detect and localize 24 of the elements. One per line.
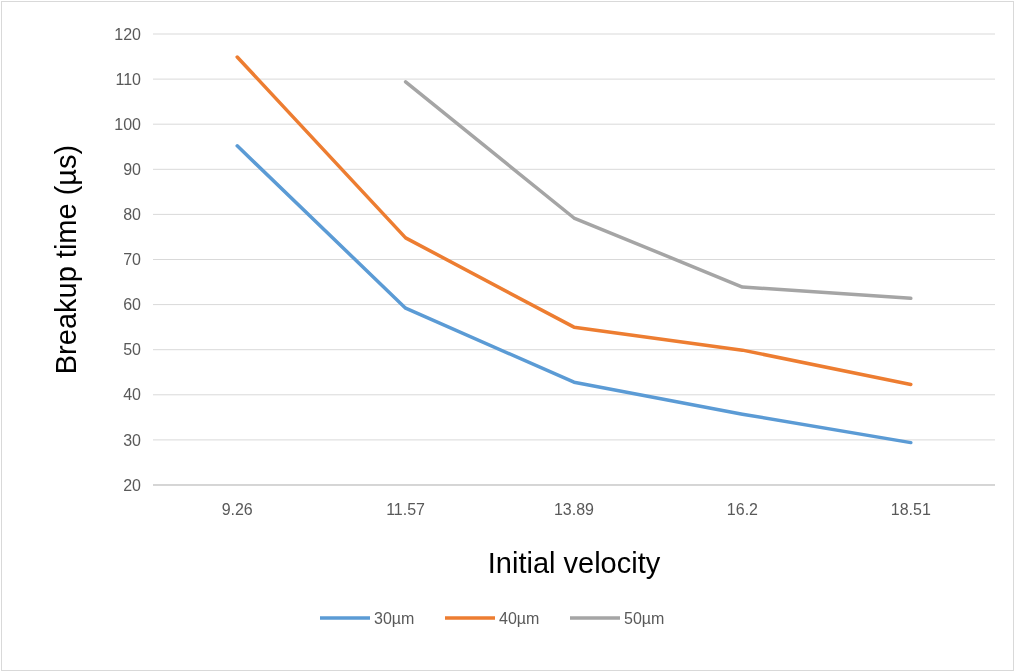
y-tick-label: 120 (114, 25, 142, 43)
y-tick-label: 90 (123, 160, 142, 178)
line-series (235, 55, 913, 387)
y-tick-label: 30 (123, 431, 142, 449)
y-tick-label: 60 (123, 296, 142, 314)
legend-label: 30µm (374, 609, 415, 627)
y-tick-label: 40 (123, 386, 142, 404)
y-tick-label: 20 (123, 476, 142, 494)
x-axis-title: Initial velocity (487, 547, 661, 579)
x-tick-label: 16.2 (726, 501, 759, 518)
legend-label: 40µm (499, 609, 540, 627)
y-tick-label: 100 (114, 115, 142, 133)
x-tick-label: 13.89 (553, 501, 595, 518)
y-tick-label: 110 (115, 70, 142, 88)
legend-label: 50µm (624, 609, 665, 627)
x-tick-label: 9.26 (221, 501, 253, 518)
y-tick-label: 80 (123, 206, 142, 223)
x-tick-label: 18.51 (890, 501, 931, 518)
x-tick-label: 11.57 (386, 501, 426, 518)
line-series (235, 144, 913, 445)
line-series (403, 80, 913, 301)
y-axis-title: Breakup time (µs) (50, 144, 82, 375)
y-tick-label: 50 (123, 341, 142, 359)
y-tick-label: 70 (123, 251, 142, 269)
